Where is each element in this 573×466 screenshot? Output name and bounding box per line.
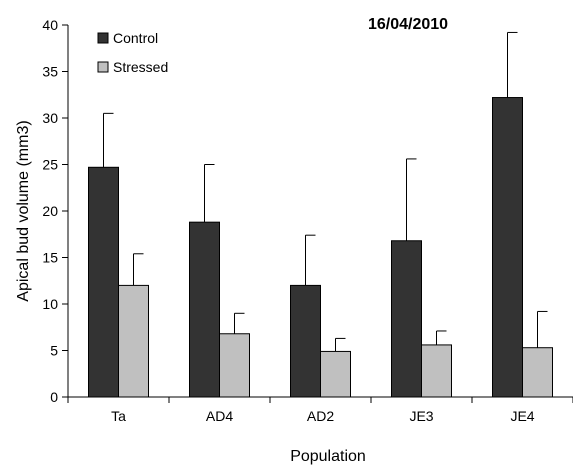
y-tick-label: 25 xyxy=(42,157,58,173)
chart-title: 16/04/2010 xyxy=(368,16,448,33)
legend-label-control: Control xyxy=(113,30,158,46)
bar-control xyxy=(492,97,523,398)
bar-stressed xyxy=(522,347,553,398)
x-tick-label: AD4 xyxy=(206,408,233,424)
y-tick-label: 0 xyxy=(50,389,58,405)
bar-stressed xyxy=(219,333,250,398)
y-tick-label: 10 xyxy=(42,296,58,312)
y-tick-label: 5 xyxy=(50,343,58,359)
bar-control xyxy=(88,166,119,398)
legend-swatch-stressed xyxy=(97,61,109,73)
x-axis-label: Population xyxy=(290,448,366,465)
bar-control xyxy=(391,240,422,398)
legend-swatch-control xyxy=(97,32,109,44)
x-tick-label: JE4 xyxy=(510,408,534,424)
y-tick-label: 30 xyxy=(42,110,58,126)
legend: Control Stressed xyxy=(97,30,168,75)
y-tick-label: 15 xyxy=(42,250,58,266)
x-tick-label: Ta xyxy=(111,408,126,424)
y-tick-label: 40 xyxy=(42,17,58,33)
y-axis-label: Apical bud volume (mm3) xyxy=(15,120,32,301)
plot-area: 0 5 10 15 20 25 30 35 40 Ta AD4 AD2 JE3 JE4 xyxy=(42,17,573,424)
bar-control xyxy=(189,221,220,398)
bar-control xyxy=(290,284,321,398)
y-tick-label: 20 xyxy=(42,203,58,219)
bar-stressed xyxy=(320,350,351,398)
x-tick-label: AD2 xyxy=(307,408,334,424)
bar-stressed xyxy=(118,284,149,398)
x-tick-label: JE3 xyxy=(409,408,433,424)
y-tick-label: 35 xyxy=(42,64,58,80)
bar-stressed xyxy=(421,344,452,398)
legend-label-stressed: Stressed xyxy=(113,59,168,75)
